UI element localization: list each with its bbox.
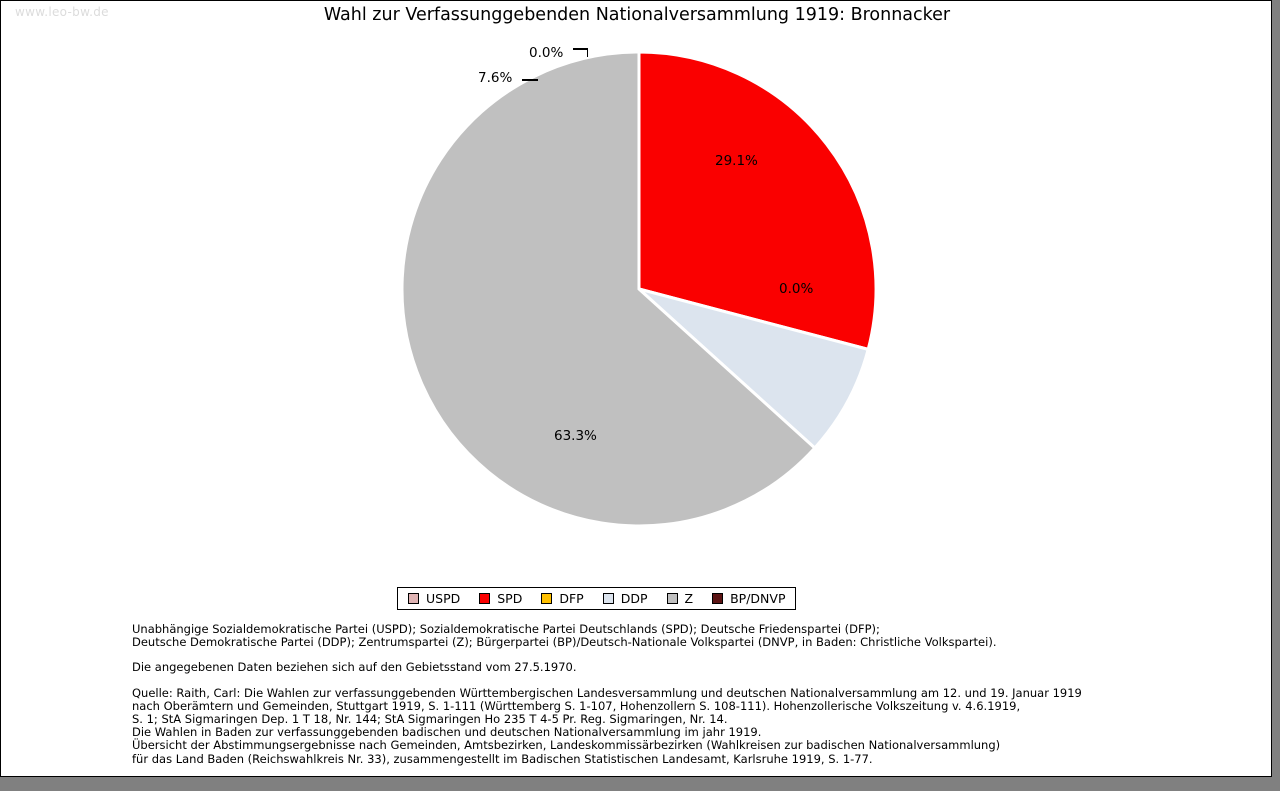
footnote-line: Übersicht der Abstimmungsergebnisse nach… [132, 738, 1001, 753]
slice-label-ddp-1: 7.6% [478, 70, 513, 86]
chart-page: www.leo-bw.de Wahl zur Verfassunggebende… [0, 0, 1272, 777]
legend-label: BP/DNVP [730, 591, 786, 606]
slice-label-dfp-3: 0.0% [779, 281, 814, 297]
legend-item-bp-dnvp[interactable]: BP/DNVP [712, 591, 785, 606]
pie-chart: 0.0% 7.6% 29.1% 0.0% 63.3% [1, 1, 1271, 581]
legend-swatch-icon [666, 593, 678, 604]
legend-swatch-icon [408, 593, 419, 604]
legend: USPD SPD DFP DDP Z BP/DNVP [397, 587, 797, 610]
slice-label-z-4: 63.3% [554, 428, 597, 444]
legend-swatch-icon [479, 593, 491, 604]
footnote-line: Die Wahlen in Baden zur verfassunggebend… [132, 725, 762, 740]
footnote-line: für das Land Baden (Reichswahlkreis Nr. … [132, 751, 873, 766]
legend-label: DFP [559, 591, 584, 606]
footnote-line: Unabhängige Sozialdemokratische Partei (… [132, 622, 880, 636]
legend-label: Z [684, 591, 694, 606]
legend-swatch-icon [541, 593, 553, 604]
legend-item-spd[interactable]: SPD [479, 591, 522, 606]
footnote-line: Deutsche Demokratische Partei (DDP); Zen… [132, 635, 997, 650]
legend-item-ddp[interactable]: DDP [602, 591, 648, 606]
footnote-line: Die angegebenen Daten beziehen sich auf … [132, 660, 577, 675]
slice-label-uspd-0: 0.0% [529, 45, 564, 61]
leader-line [522, 79, 538, 81]
pie-slices [400, 50, 878, 528]
footnotes: Unabhängige Sozialdemokratische Partei (… [132, 622, 1182, 766]
footnote-source: Quelle: Raith, Carl: Die Wahlen zur verf… [132, 685, 1182, 766]
pie-slice-z[interactable] [400, 50, 817, 528]
pie-slice-ddp[interactable] [637, 287, 871, 451]
footnote-line: nach Oberämtern und Gemeinden, Stuttgart… [132, 698, 1021, 713]
footnote-territory: Die angegebenen Daten beziehen sich auf … [132, 661, 1182, 674]
legend-label: DDP [620, 591, 648, 606]
footnote-line: Quelle: Raith, Carl: Die Wahlen zur verf… [132, 685, 1082, 700]
legend-item-dfp[interactable]: DFP [541, 591, 584, 606]
pie-svg [400, 50, 878, 528]
footnote-parties: Unabhängige Sozialdemokratische Partei (… [132, 622, 1182, 650]
slice-label-spd-2: 29.1% [715, 153, 758, 169]
watermark: www.leo-bw.de [15, 5, 109, 19]
legend-swatch-icon [602, 593, 614, 604]
legend-label: SPD [497, 591, 523, 606]
footnote-line: S. 1; StA Sigmaringen Dep. 1 T 18, Nr. 1… [132, 712, 728, 727]
legend-swatch-icon [712, 593, 724, 604]
pie-slice-spd[interactable] [637, 50, 878, 352]
leader-line [573, 48, 588, 50]
page-title: Wahl zur Verfassunggebenden Nationalvers… [323, 5, 951, 25]
legend-item-z[interactable]: Z [666, 591, 694, 606]
leader-line [586, 48, 588, 57]
legend-item-uspd[interactable]: USPD [408, 591, 460, 606]
legend-label: USPD [426, 591, 461, 606]
